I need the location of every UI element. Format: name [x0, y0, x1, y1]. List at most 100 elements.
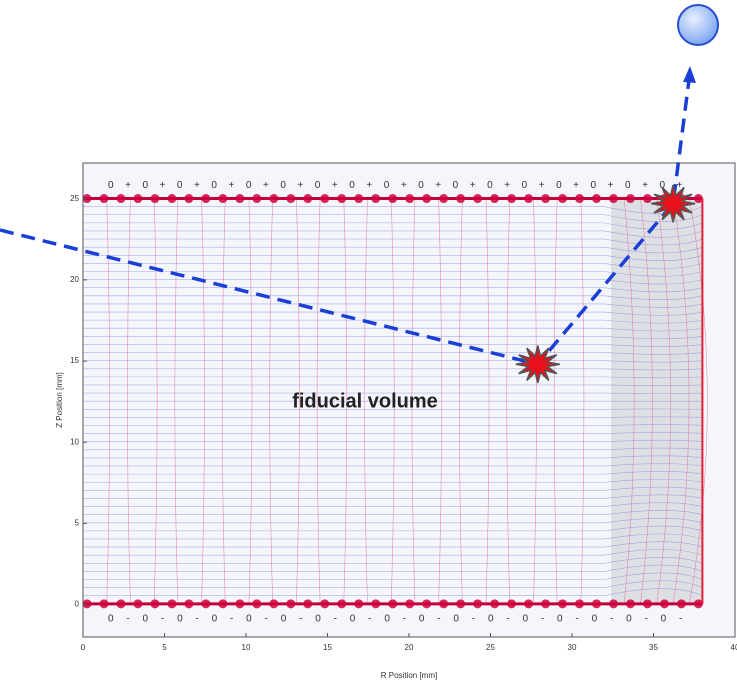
electrode: [558, 599, 568, 609]
annotation: fiducial volume: [292, 390, 438, 412]
electrode: [184, 194, 194, 204]
equipotential: [83, 295, 703, 301]
electrode: [235, 599, 245, 609]
x-tick-label: 30: [568, 643, 577, 652]
equipotential: [83, 564, 703, 572]
field-line: [553, 198, 558, 604]
equipotential: [83, 525, 703, 532]
electrode: [575, 194, 585, 204]
equipotential: [83, 471, 703, 475]
equipotential: [83, 432, 703, 434]
equipotential: [83, 376, 703, 379]
electrode: [269, 194, 279, 204]
x-tick-label: 15: [323, 643, 332, 652]
electrode: [235, 194, 245, 204]
y-tick-label: 0: [75, 600, 80, 609]
equipotential: [83, 494, 703, 499]
equipotential: [83, 311, 703, 316]
field-line: [485, 198, 490, 604]
electrode: [286, 194, 296, 204]
electrode: [439, 194, 449, 204]
field-line: [656, 198, 672, 604]
field-line: [364, 198, 368, 604]
field-line: [438, 198, 442, 604]
electrode: [456, 599, 466, 609]
electrode: [201, 194, 211, 204]
electrode: [456, 194, 466, 204]
electrode: [388, 194, 398, 204]
equipotential: [83, 384, 703, 386]
electrode: [676, 599, 686, 609]
electrode: [371, 194, 381, 204]
equipotential: [83, 263, 703, 269]
electrode: [575, 599, 585, 609]
electrode: [252, 599, 262, 609]
electrode: [354, 194, 364, 204]
electrode: [286, 599, 296, 609]
field-line: [127, 198, 131, 604]
arrow-head: [683, 66, 696, 83]
equipotential: [83, 486, 703, 491]
field-line: [580, 198, 585, 604]
electrode: [82, 599, 92, 609]
y-tick-label: 10: [70, 437, 79, 446]
field-line: [640, 198, 653, 604]
electrode: [524, 194, 534, 204]
equipotential: [83, 478, 703, 483]
field-line: [153, 198, 158, 604]
x-tick-label: 20: [405, 643, 414, 652]
equipotential: [83, 319, 703, 324]
electrode: [252, 194, 262, 204]
electrode: [473, 599, 483, 609]
electrode: [659, 599, 669, 609]
field-line: [221, 198, 226, 604]
electrode: [150, 599, 160, 609]
electrode: [320, 194, 330, 204]
electrode: [133, 599, 143, 609]
equipotential: [83, 287, 703, 293]
equipotential: [83, 580, 703, 588]
equipotential: [83, 533, 703, 540]
field-line: [343, 198, 348, 604]
electrode: [507, 599, 517, 609]
electrode: [490, 599, 500, 609]
x-axis-label: R Position [mm]: [381, 671, 437, 680]
electrode: [490, 194, 500, 204]
electrode: [167, 599, 177, 609]
electrode: [303, 194, 313, 204]
x-tick-label: 5: [162, 643, 167, 652]
equipotential: [83, 360, 703, 363]
equipotential: [83, 463, 703, 467]
electrode: [201, 599, 211, 609]
equipotential: [83, 502, 703, 507]
y-tick-label: 25: [70, 194, 79, 203]
electrode: [218, 194, 228, 204]
electrode: [422, 599, 432, 609]
electrode: [133, 194, 143, 204]
electrode: [218, 599, 228, 609]
x-tick-label: 35: [649, 643, 658, 652]
electrode: [558, 194, 568, 204]
field-line: [411, 198, 416, 604]
equipotential: [83, 206, 703, 215]
electrode: [592, 194, 601, 204]
electrode: [405, 194, 415, 204]
electrode: [354, 599, 364, 609]
electrode: [524, 599, 534, 609]
equipotential: [83, 246, 703, 254]
equipotential: [83, 447, 703, 451]
electrode: [337, 194, 347, 204]
equipotential: [83, 254, 703, 261]
electrode: [184, 599, 194, 609]
field-line: [506, 198, 511, 604]
y-axis-label: Z Position [mm]: [55, 372, 64, 428]
electrode-labels: 0 - 0 - 0 - 0 - 0 - 0 - 0 - 0 - 0 - 0 - …: [108, 613, 682, 624]
y-tick-label: 5: [75, 518, 80, 527]
equipotential: [83, 327, 703, 332]
interaction-point: [650, 184, 696, 223]
x-tick-label: 25: [486, 643, 495, 652]
electrode: [625, 194, 635, 204]
particle: [677, 4, 719, 46]
electrode: [337, 599, 347, 609]
field-line: [174, 198, 179, 604]
